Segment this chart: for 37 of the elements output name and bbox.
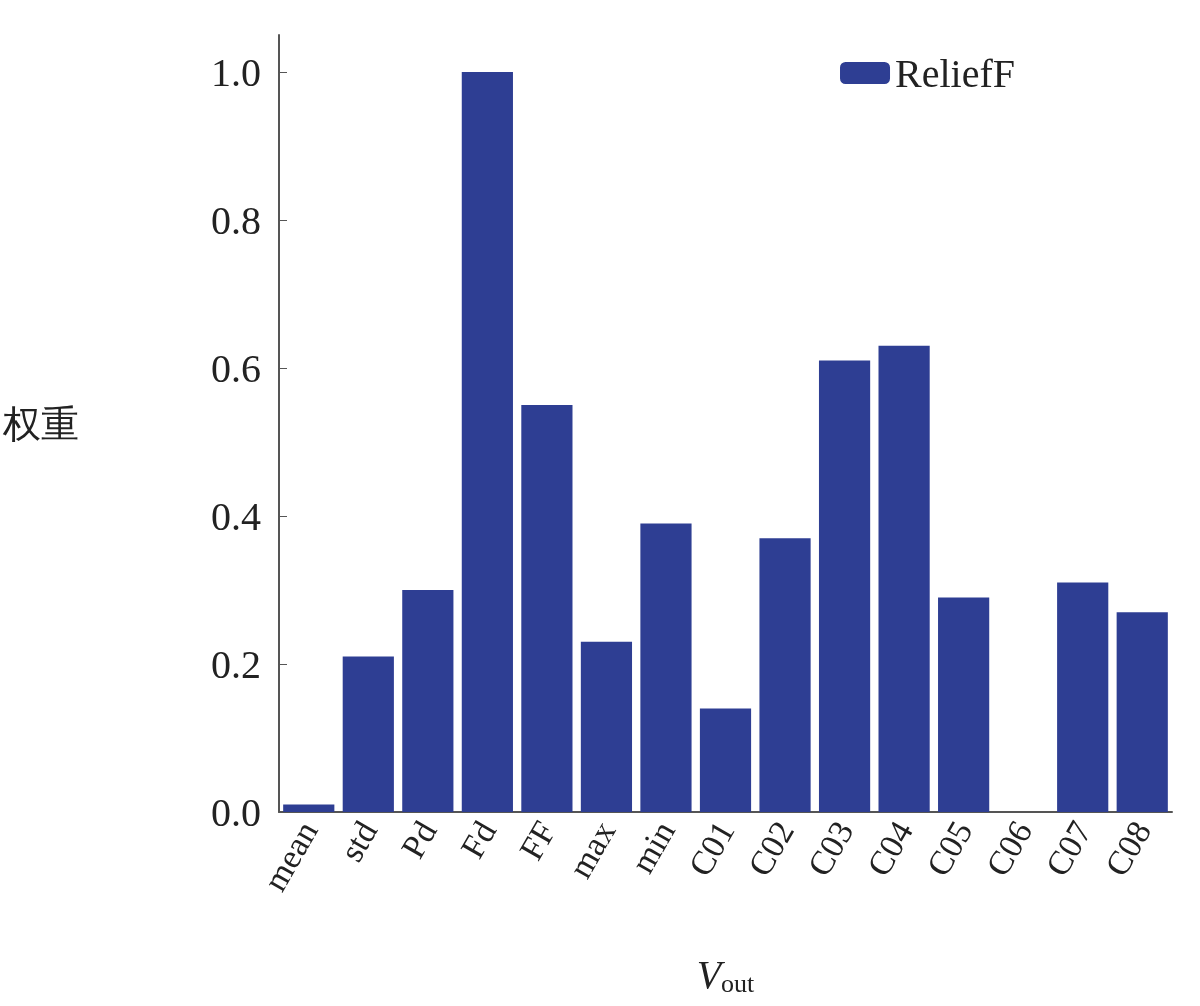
x-tick-label: max — [561, 814, 623, 884]
x-tick-label: C03 — [800, 814, 861, 883]
bar — [878, 345, 930, 812]
legend-label: ReliefF — [895, 50, 1015, 96]
x-tick-label: min — [623, 814, 682, 880]
x-tick-label: FF — [511, 814, 563, 866]
bar — [1057, 582, 1109, 812]
bar — [283, 804, 335, 812]
bar — [580, 641, 633, 812]
bar — [342, 656, 394, 812]
x-tick-label: C02 — [740, 814, 802, 883]
y-tick-label: 0.4 — [211, 493, 261, 539]
y-tick-label: 0.2 — [211, 641, 261, 687]
y-tick-label: 0.0 — [211, 789, 261, 835]
bar — [461, 72, 513, 812]
x-tick-label: C08 — [1097, 814, 1159, 883]
bar — [640, 523, 692, 812]
x-tick-label: Pd — [393, 814, 444, 865]
x-tick-label: C06 — [978, 814, 1040, 883]
bar — [699, 708, 752, 812]
x-tick-label: C01 — [681, 814, 742, 883]
y-axis-title: 权重 — [2, 401, 79, 446]
bar — [759, 538, 811, 812]
bar — [1116, 612, 1168, 812]
x-axis-title: Vout — [696, 951, 756, 998]
bar — [818, 360, 871, 812]
x-tick-label: Fd — [453, 814, 504, 865]
x-tick-label: std — [332, 814, 385, 868]
y-tick-label: 0.6 — [211, 345, 261, 391]
x-tick-label: C04 — [859, 814, 921, 883]
bar — [938, 597, 990, 812]
y-tick-label: 0.8 — [211, 197, 261, 243]
x-tick-label: C07 — [1038, 814, 1099, 883]
y-tick-label: 1.0 — [211, 49, 261, 95]
x-tick-label: C05 — [919, 814, 980, 883]
bar — [402, 590, 454, 812]
bar — [521, 405, 573, 812]
